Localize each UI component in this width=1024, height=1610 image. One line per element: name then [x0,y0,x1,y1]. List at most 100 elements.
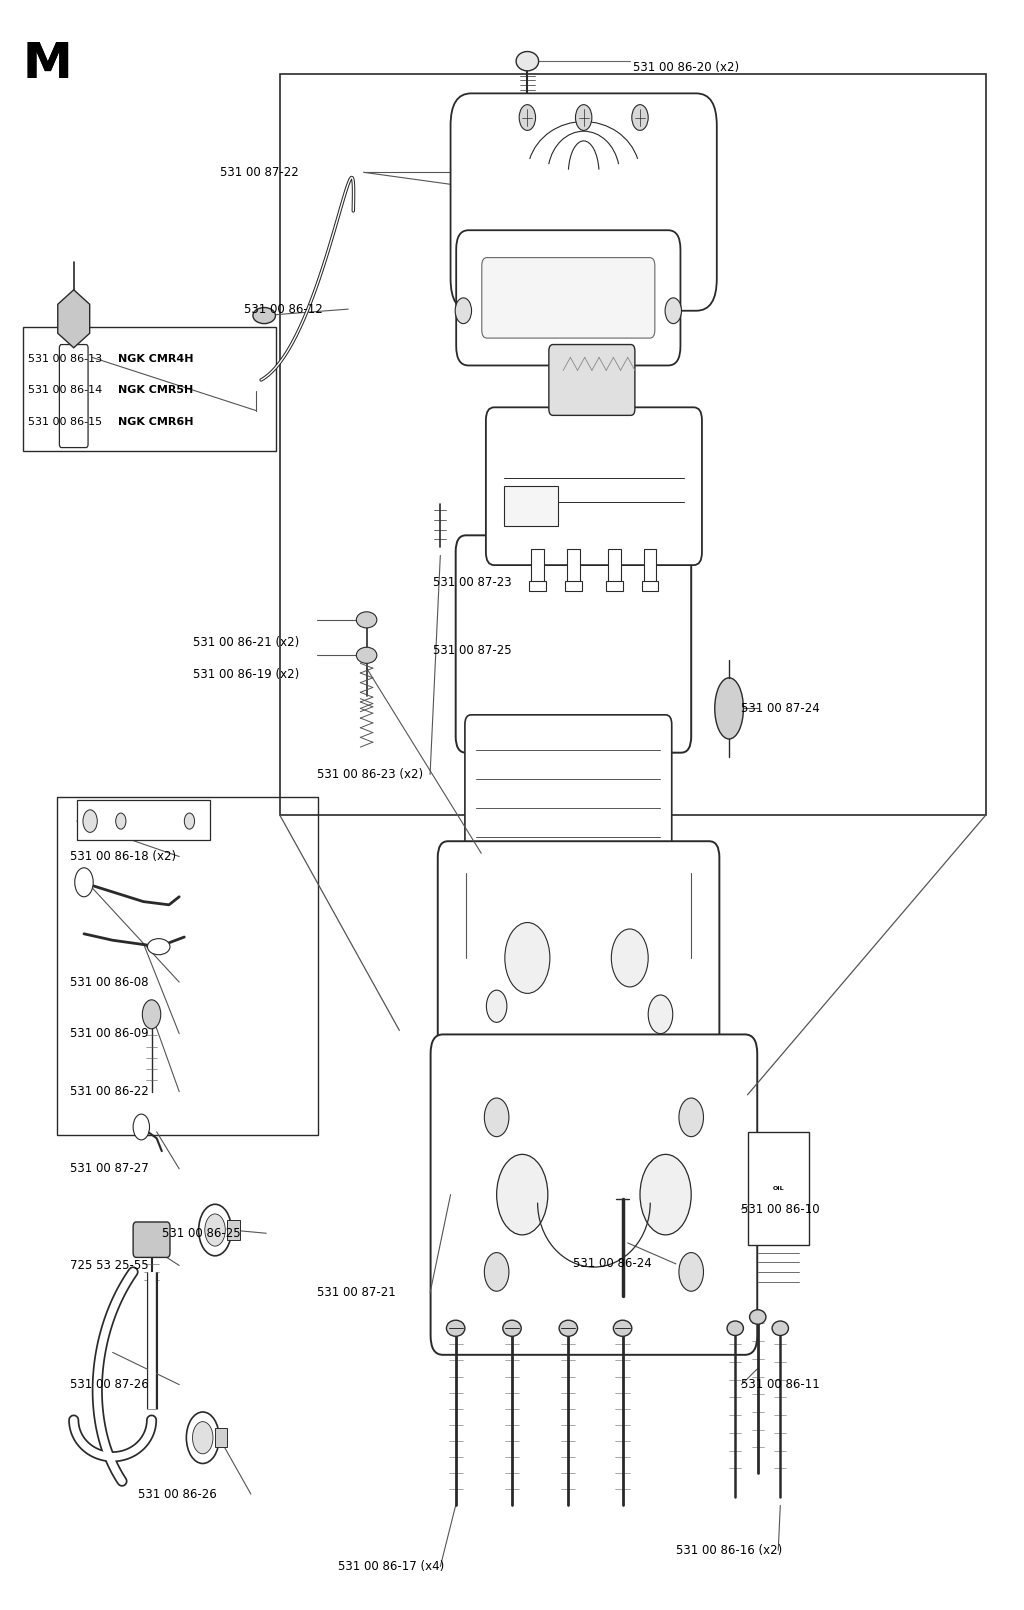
Bar [529,581,546,591]
Bar [642,581,658,591]
Circle shape [193,1422,213,1454]
Circle shape [666,298,682,324]
Circle shape [116,813,126,829]
FancyBboxPatch shape [59,345,88,448]
Text: NGK CMR5H: NGK CMR5H [118,385,193,394]
Circle shape [142,1000,161,1029]
Text: NGK CMR6H: NGK CMR6H [118,417,194,427]
Text: 531 00 86-24: 531 00 86-24 [573,1257,652,1270]
Text: 531 00 86-09: 531 00 86-09 [70,1027,148,1040]
Ellipse shape [750,1311,766,1323]
Bar [23,327,276,451]
Text: M: M [23,40,73,89]
FancyBboxPatch shape [549,345,635,415]
Text: 725 53 25-55: 725 53 25-55 [70,1259,148,1272]
Circle shape [648,995,673,1034]
Ellipse shape [356,647,377,663]
FancyBboxPatch shape [465,715,672,895]
Ellipse shape [356,612,377,628]
Circle shape [632,105,648,130]
Bar [608,549,621,584]
Ellipse shape [559,1320,578,1336]
Circle shape [679,1098,703,1137]
Circle shape [679,1253,703,1291]
Circle shape [83,810,97,832]
Text: 531 00 86-16 (x2): 531 00 86-16 (x2) [676,1544,782,1557]
Text: 531 00 86-08: 531 00 86-08 [70,976,148,989]
Text: 531 00 87-23: 531 00 87-23 [433,576,512,589]
Text: M: M [23,40,73,89]
Text: 531 00 86-18 (x2): 531 00 86-18 (x2) [70,850,176,863]
Text: 531 00 86-10: 531 00 86-10 [741,1203,820,1216]
Circle shape [486,990,507,1022]
Circle shape [611,929,648,987]
Circle shape [199,1204,231,1256]
Bar [57,797,318,1135]
FancyBboxPatch shape [485,407,702,565]
Circle shape [75,868,93,897]
Text: 531 00 86-11: 531 00 86-11 [741,1378,820,1391]
Text: NGK CMR4H: NGK CMR4H [118,354,194,364]
FancyBboxPatch shape [457,230,680,365]
Ellipse shape [727,1320,743,1336]
Ellipse shape [253,308,275,324]
Text: 531 00 86-13: 531 00 86-13 [28,354,105,364]
Circle shape [505,923,550,993]
Bar [644,549,656,584]
Text: 531 00 87-21: 531 00 87-21 [317,1286,396,1299]
FancyBboxPatch shape [482,258,655,338]
FancyBboxPatch shape [456,535,691,753]
Text: 531 00 87-22: 531 00 87-22 [220,166,299,179]
Ellipse shape [516,52,539,71]
Ellipse shape [613,1320,632,1336]
FancyBboxPatch shape [437,840,719,1108]
Text: 531 00 87-26: 531 00 87-26 [70,1378,148,1391]
Bar [215,1428,227,1447]
Text: 531 00 86-21 (x2): 531 00 86-21 (x2) [193,636,299,649]
Bar [565,581,582,591]
Text: 531 00 86-25: 531 00 86-25 [162,1227,241,1240]
Bar [492,275,676,295]
Text: 531 00 86-17 (x4): 531 00 86-17 (x4) [338,1560,444,1573]
Circle shape [484,1253,509,1291]
Bar [227,1220,240,1240]
Text: 531 00 86-12: 531 00 86-12 [244,303,323,316]
Circle shape [575,105,592,130]
FancyBboxPatch shape [430,1035,758,1356]
Text: 531 00 87-25: 531 00 87-25 [433,644,512,657]
Text: 531 00 86-15: 531 00 86-15 [28,417,105,427]
Circle shape [455,298,471,324]
Circle shape [205,1214,225,1246]
Circle shape [186,1412,219,1463]
Ellipse shape [446,1320,465,1336]
Text: 531 00 87-24: 531 00 87-24 [741,702,820,715]
Bar [748,1132,809,1245]
Text: 531 00 87-27: 531 00 87-27 [70,1162,148,1175]
Bar [280,74,986,815]
Text: OIL: OIL [772,1185,784,1191]
Text: 531 00 86-19 (x2): 531 00 86-19 (x2) [193,668,299,681]
Circle shape [640,1154,691,1235]
Bar [531,549,544,584]
Polygon shape [57,290,90,348]
Ellipse shape [772,1320,788,1336]
Circle shape [519,105,536,130]
Bar [567,549,580,584]
Circle shape [133,1114,150,1140]
Text: 531 00 86-26: 531 00 86-26 [138,1488,217,1501]
FancyBboxPatch shape [451,93,717,311]
Bar [504,486,557,526]
FancyBboxPatch shape [133,1222,170,1257]
Ellipse shape [147,939,170,955]
Text: 531 00 86-20 (x2): 531 00 86-20 (x2) [633,61,739,74]
Text: 531 00 86-23 (x2): 531 00 86-23 (x2) [317,768,424,781]
Ellipse shape [715,678,743,739]
Circle shape [184,813,195,829]
Text: 531 00 86-14: 531 00 86-14 [28,385,105,394]
Bar [77,800,210,840]
Text: 531 00 86-22: 531 00 86-22 [70,1085,148,1098]
Bar [606,581,623,591]
Circle shape [497,1154,548,1235]
Ellipse shape [503,1320,521,1336]
Circle shape [484,1098,509,1137]
